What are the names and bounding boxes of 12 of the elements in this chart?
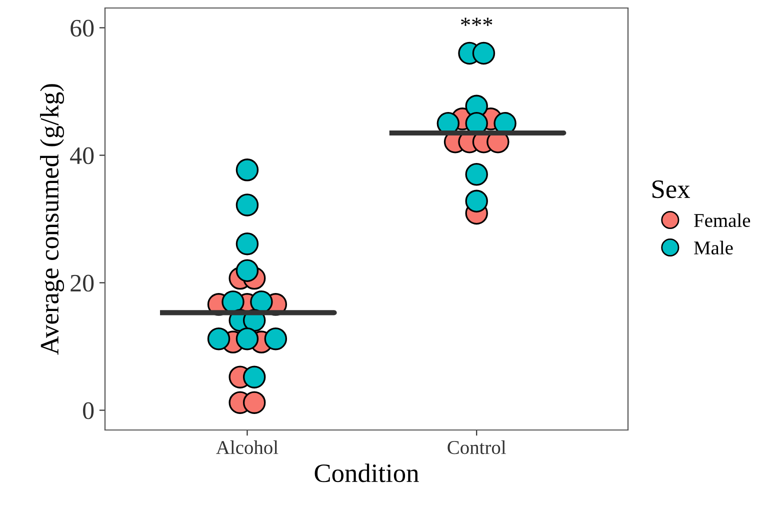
legend-label: Female: [694, 213, 750, 228]
y-tick-label: 0: [83, 402, 94, 420]
y-axis-title: Average consumed (g/kg): [40, 84, 64, 355]
y-tick-label: 20: [70, 274, 94, 292]
legend-title: Sex: [652, 180, 690, 198]
y-tick-label: 60: [70, 20, 94, 37]
legend-label: Male: [694, 240, 733, 254]
x-tick-label: Alcohol: [216, 440, 278, 454]
annotation: ***: [461, 18, 492, 26]
x-tick-label: Control: [448, 440, 506, 454]
y-tick-label: 40: [70, 147, 94, 164]
x-axis-title: Condition: [314, 464, 419, 482]
